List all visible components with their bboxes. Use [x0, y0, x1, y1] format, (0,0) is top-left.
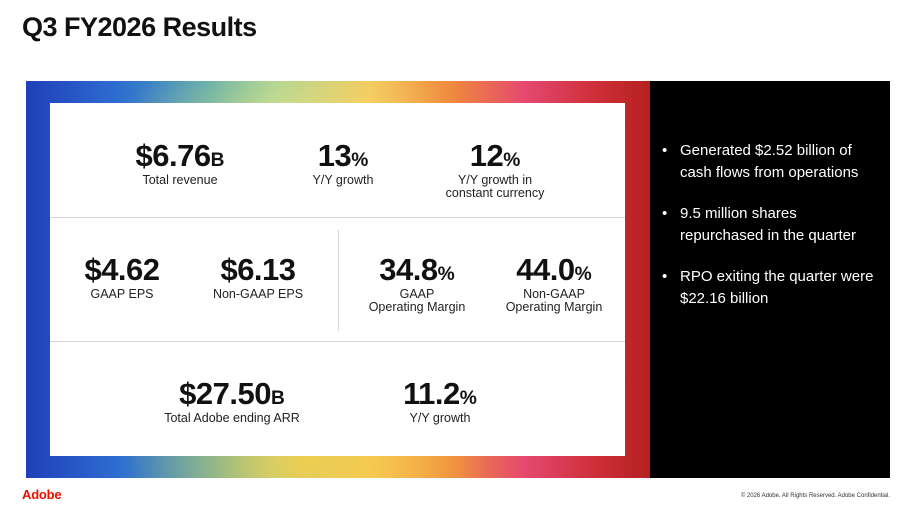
list-item: • RPO exiting the quarter were $22.16 bi… — [662, 266, 884, 310]
copyright-text: © 2026 Adobe. All Rights Reserved. Adobe… — [740, 493, 890, 499]
list-item: • 9.5 million shares repurchased in the … — [662, 203, 884, 247]
metric-value: 34.8% — [379, 252, 455, 287]
metric-total-adobe-ending-arr: $27.50B Total Adobe ending ARR — [152, 378, 312, 425]
bullet-icon: • — [662, 268, 668, 285]
metric-label: Y/Y growth in constant currency — [445, 173, 545, 200]
metric-non-gaap-eps: $6.13 Non-GAAP EPS — [198, 254, 318, 301]
metric-constant-currency-growth: 12% Y/Y growth in constant currency — [430, 140, 560, 200]
metric-value: $6.76B — [135, 138, 225, 173]
divider-row2 — [50, 341, 625, 342]
metric-label: Total revenue — [142, 173, 218, 187]
metric-label: Non-GAAP EPS — [212, 287, 304, 301]
bullet-icon: • — [662, 205, 668, 222]
metric-label: GAAP EPS — [90, 287, 154, 301]
metric-value: 12% — [469, 138, 521, 173]
metric-value: 11.2% — [403, 376, 477, 411]
metric-value: $6.13 — [220, 252, 296, 287]
metric-value: 13% — [317, 138, 369, 173]
bullet-text: RPO exiting the quarter were $22.16 bill… — [680, 268, 874, 307]
highlights-list: • Generated $2.52 billion of cash flows … — [662, 140, 884, 329]
bullet-icon: • — [662, 142, 668, 159]
metric-label: GAAP Operating Margin — [368, 287, 466, 314]
metric-arr-growth: 11.2% Y/Y growth — [380, 378, 500, 425]
divider-vertical — [338, 230, 339, 331]
divider-row1 — [50, 217, 625, 218]
metric-gaap-operating-margin: 34.8% GAAP Operating Margin — [357, 254, 477, 314]
metric-label: Y/Y growth — [312, 173, 374, 187]
metric-non-gaap-operating-margin: 44.0% Non-GAAP Operating Margin — [489, 254, 619, 314]
metric-label: Non-GAAP Operating Margin — [505, 287, 603, 314]
metric-label: Total Adobe ending ARR — [164, 411, 300, 425]
metric-gaap-eps: $4.62 GAAP EPS — [62, 254, 182, 301]
metric-total-revenue: $6.76B Total revenue — [110, 140, 250, 187]
metrics-card — [50, 103, 625, 456]
metric-value: $27.50B — [179, 376, 285, 411]
bullet-text: 9.5 million shares repurchased in the qu… — [680, 205, 856, 244]
adobe-logo: Adobe — [22, 487, 62, 502]
list-item: • Generated $2.52 billion of cash flows … — [662, 140, 884, 184]
page-title: Q3 FY2026 Results — [22, 12, 257, 42]
metric-value: 44.0% — [516, 252, 592, 287]
metric-label: Y/Y growth — [409, 411, 471, 425]
metric-value: $4.62 — [84, 252, 160, 287]
bullet-text: Generated $2.52 billion of cash flows fr… — [680, 142, 859, 181]
highlights-panel — [650, 81, 890, 478]
metric-revenue-growth: 13% Y/Y growth — [283, 140, 403, 187]
